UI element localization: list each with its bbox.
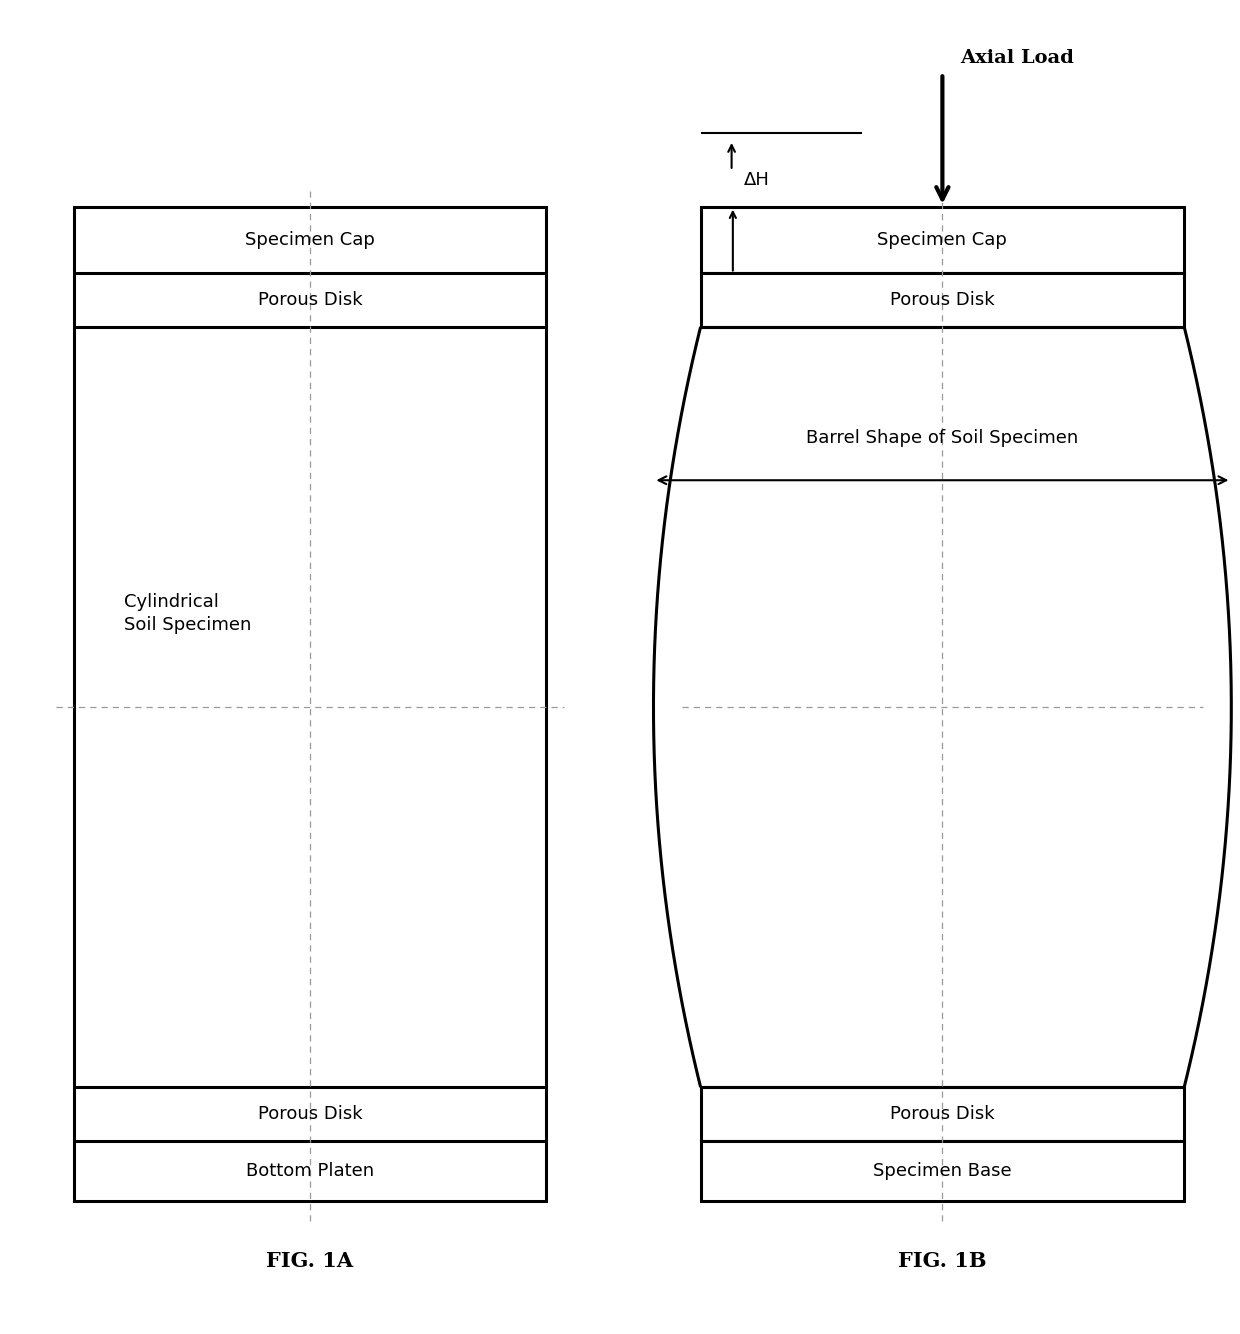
Text: ΔH: ΔH [744,172,770,189]
Text: Bottom Platen: Bottom Platen [246,1162,374,1179]
Text: Specimen Base: Specimen Base [873,1162,1012,1179]
Text: Cylindrical
Soil Specimen: Cylindrical Soil Specimen [124,592,252,635]
Text: Specimen Cap: Specimen Cap [878,231,1007,249]
Text: Specimen Cap: Specimen Cap [246,231,374,249]
Text: Porous Disk: Porous Disk [258,1105,362,1123]
Text: FIG. 1A: FIG. 1A [267,1251,353,1270]
Polygon shape [701,1141,1184,1201]
Text: Axial Load: Axial Load [960,49,1074,67]
Text: Porous Disk: Porous Disk [258,291,362,309]
Polygon shape [74,207,546,1201]
Text: Barrel Shape of Soil Specimen: Barrel Shape of Soil Specimen [806,430,1079,447]
Text: FIG. 1B: FIG. 1B [898,1251,987,1270]
Polygon shape [701,207,1184,273]
Text: Porous Disk: Porous Disk [890,1105,994,1123]
Polygon shape [701,273,1184,327]
Polygon shape [701,1087,1184,1141]
Text: Porous Disk: Porous Disk [890,291,994,309]
